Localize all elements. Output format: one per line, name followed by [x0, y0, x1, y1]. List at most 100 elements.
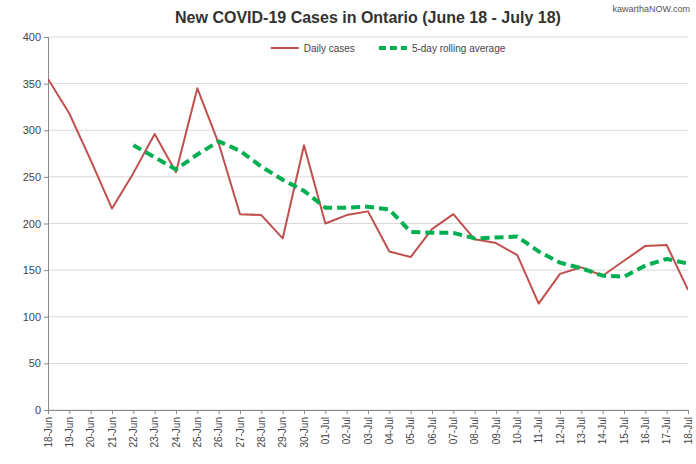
legend-item: Daily cases	[271, 43, 355, 54]
x-tick-label: 01-Jul	[320, 417, 331, 444]
x-tick-mark	[688, 410, 689, 414]
x-tick: 18-Jul	[683, 410, 694, 444]
x-tick: 30-Jun	[299, 410, 310, 448]
annotation: kawarthaNOW.com	[612, 4, 690, 14]
y-tick-mark	[44, 130, 48, 131]
y-tick-mark	[44, 37, 48, 38]
x-tick-label: 29-Jun	[277, 417, 288, 448]
grid-line	[48, 37, 688, 38]
x-tick: 19-Jun	[64, 410, 75, 448]
x-tick-mark	[581, 410, 582, 414]
x-tick: 29-Jun	[277, 410, 288, 448]
series-line	[48, 79, 688, 304]
y-tick: 200	[23, 218, 48, 230]
x-tick: 06-Jul	[427, 410, 438, 444]
legend-swatch	[379, 46, 407, 50]
y-tick-mark	[44, 410, 48, 411]
x-tick-label: 06-Jul	[427, 417, 438, 444]
x-tick: 11-Jul	[533, 410, 544, 444]
x-tick-mark	[624, 410, 625, 414]
y-tick-label: 100	[23, 311, 41, 323]
x-tick-mark	[48, 410, 49, 414]
x-tick-label: 15-Jul	[619, 417, 630, 444]
x-axis: 18-Jun19-Jun20-Jun21-Jun22-Jun23-Jun24-J…	[43, 410, 694, 448]
x-tick-label: 21-Jun	[107, 417, 118, 448]
y-tick: 300	[23, 124, 48, 136]
x-tick-label: 28-Jun	[256, 417, 267, 448]
x-tick-label: 26-Jun	[213, 417, 224, 448]
x-tick-mark	[389, 410, 390, 414]
x-tick-label: 22-Jun	[128, 417, 139, 448]
x-tick-mark	[432, 410, 433, 414]
x-tick-mark	[219, 410, 220, 414]
x-tick: 04-Jul	[384, 410, 395, 444]
x-tick: 08-Jul	[469, 410, 480, 444]
x-tick-mark	[325, 410, 326, 414]
x-tick-mark	[155, 410, 156, 414]
series-line	[133, 141, 688, 276]
x-tick-label: 12-Jul	[555, 417, 566, 444]
x-tick-mark	[112, 410, 113, 414]
x-tick-mark	[176, 410, 177, 414]
x-tick-label: 11-Jul	[533, 417, 544, 444]
x-tick: 05-Jul	[405, 410, 416, 444]
x-tick-mark	[304, 410, 305, 414]
y-tick-label: 250	[23, 171, 41, 183]
x-tick-mark	[603, 410, 604, 414]
y-tick: 350	[23, 78, 48, 90]
grid	[48, 37, 688, 410]
x-tick: 09-Jul	[491, 410, 502, 444]
x-tick: 26-Jun	[213, 410, 224, 448]
x-tick-mark	[496, 410, 497, 414]
x-tick: 22-Jun	[128, 410, 139, 448]
x-tick-label: 03-Jul	[363, 417, 374, 444]
x-tick-label: 17-Jul	[661, 417, 672, 444]
x-tick-mark	[347, 410, 348, 414]
x-tick-mark	[69, 410, 70, 414]
x-tick: 21-Jun	[107, 410, 118, 448]
legend-label: 5-day rolling average	[412, 43, 506, 54]
y-tick: 0	[35, 404, 48, 416]
title: New COVID-19 Cases in Ontario (June 18 -…	[175, 9, 561, 26]
x-tick-label: 20-Jun	[85, 417, 96, 448]
x-tick-mark	[411, 410, 412, 414]
x-tick: 10-Jul	[512, 410, 523, 444]
chart: 05010015020025030035040018-Jun19-Jun20-J…	[0, 0, 696, 464]
x-tick-label: 30-Jun	[299, 417, 310, 448]
x-tick-label: 04-Jul	[384, 417, 395, 444]
y-tick-label: 300	[23, 124, 41, 136]
x-tick-mark	[517, 410, 518, 414]
x-tick-mark	[91, 410, 92, 414]
x-tick-label: 23-Jun	[149, 417, 160, 448]
x-tick: 24-Jun	[171, 410, 182, 448]
y-tick-mark	[44, 177, 48, 178]
x-tick-label: 13-Jul	[576, 417, 587, 444]
x-tick-label: 19-Jun	[64, 417, 75, 448]
y-tick: 100	[23, 311, 48, 323]
x-tick-mark	[475, 410, 476, 414]
y-tick-mark	[44, 224, 48, 225]
y-tick-label: 200	[23, 218, 41, 230]
y-tick: 400	[23, 31, 48, 43]
grid-line	[48, 316, 688, 317]
x-tick-label: 08-Jul	[469, 417, 480, 444]
x-tick-label: 05-Jul	[405, 417, 416, 444]
y-tick-mark	[44, 270, 48, 271]
x-tick: 16-Jul	[640, 410, 651, 444]
legend: Daily cases 5-day rolling average	[271, 43, 506, 54]
grid-line	[48, 223, 688, 224]
y-tick: 150	[23, 264, 48, 276]
y-tick-mark	[44, 84, 48, 85]
x-tick: 25-Jun	[192, 410, 203, 448]
x-tick: 15-Jul	[619, 410, 630, 444]
grid-line	[48, 130, 688, 131]
x-tick-mark	[645, 410, 646, 414]
x-tick-label: 14-Jul	[597, 417, 608, 444]
x-tick-label: 07-Jul	[448, 417, 459, 444]
y-axis-line	[44, 38, 49, 411]
x-tick-label: 10-Jul	[512, 417, 523, 444]
x-tick-mark	[539, 410, 540, 414]
y-tick: 250	[23, 171, 48, 183]
x-tick-mark	[261, 410, 262, 414]
x-tick: 12-Jul	[555, 410, 566, 444]
